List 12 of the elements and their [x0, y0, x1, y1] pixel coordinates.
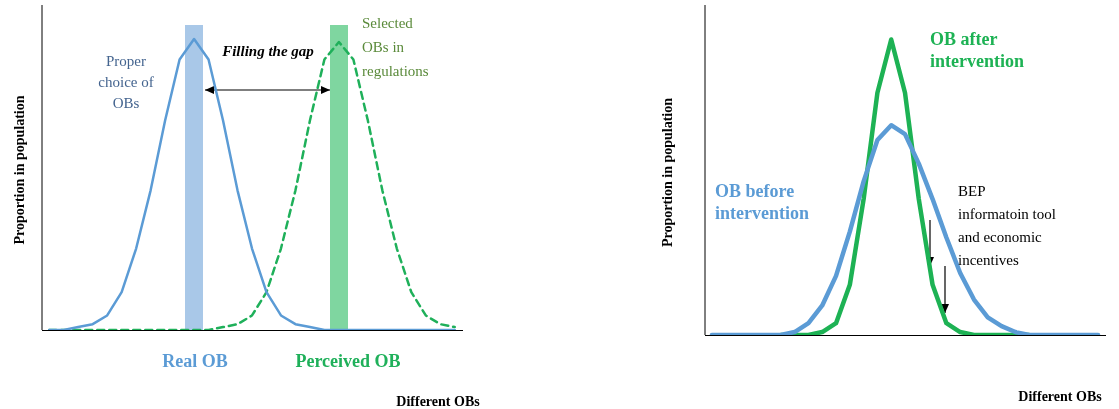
text: OB before intervention [715, 180, 809, 223]
annotation: BEP informatoin tool and economic incentives [958, 182, 1056, 268]
y-axis-title: Proportion in population [659, 97, 675, 248]
series-label: OB after intervention [930, 28, 1024, 71]
y-axis-title: Proportion in population [11, 95, 27, 245]
x-axis-title: Different OBs [1018, 388, 1103, 404]
text: Perceived OB [295, 350, 401, 371]
annotation: Selected OBs in regulations [362, 14, 429, 79]
x-axis-title: Different OBs [396, 393, 481, 409]
annotation: Proper choice of OBs [98, 52, 154, 111]
annotation: Filling the gap [221, 42, 315, 59]
text: Real OB [162, 350, 228, 371]
